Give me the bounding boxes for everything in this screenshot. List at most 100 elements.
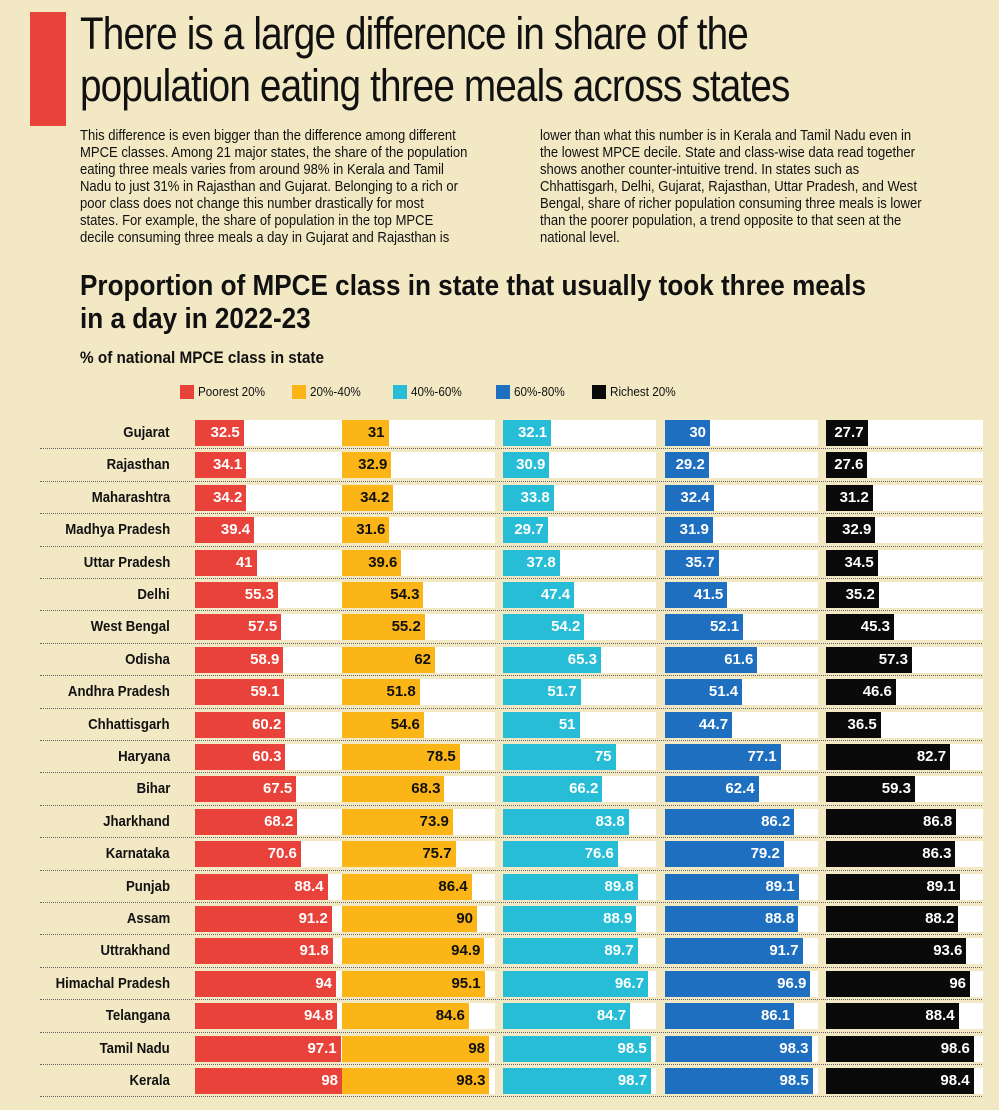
bar-value-label: 86.3: [922, 845, 952, 863]
bar: [195, 614, 282, 641]
bar: [503, 1068, 652, 1094]
bar-value-label: 66.2: [569, 780, 599, 798]
bar-value-label: 98.5: [779, 1072, 809, 1089]
body-line: shows another counter-intuitive trend. I…: [540, 162, 860, 178]
bar: [826, 484, 873, 511]
bar-value-label: 88.4: [294, 877, 324, 895]
bar-value-label: 96: [949, 974, 966, 992]
body-line: states. For example, the share of popula…: [80, 213, 434, 229]
bar-value-label: 77.1: [747, 748, 777, 765]
body-line: national level.: [540, 230, 620, 246]
body-line: Bengal, share of richer population consu…: [540, 196, 922, 212]
bar: [665, 549, 719, 576]
row-divider: [40, 934, 982, 936]
row-divider: [40, 772, 982, 774]
bar-value-label: 55.2: [391, 618, 421, 636]
bar: [503, 938, 638, 965]
bar-value-label: 54.2: [551, 618, 581, 636]
bar-value-label: 68.3: [411, 780, 441, 798]
bar: [342, 517, 390, 544]
bar: [195, 970, 336, 997]
bar: [665, 646, 758, 673]
bar-value-label: 96.9: [777, 974, 807, 992]
body-line: eating three meals varies from around 98…: [80, 162, 444, 178]
bar: [342, 970, 485, 997]
headline: There is a large difference in share of …: [80, 8, 983, 112]
bar: [195, 1068, 342, 1094]
bar: [665, 614, 744, 641]
legend-label: 20%-40%: [310, 384, 361, 399]
row-divider: [40, 448, 982, 450]
bar: [342, 744, 460, 770]
bar: [195, 582, 278, 608]
bar-value-label: 98: [321, 1072, 338, 1089]
row-divider: [40, 869, 982, 871]
bar: [826, 1003, 959, 1030]
bar-value-label: 58.9: [250, 650, 280, 668]
body-text-left: This difference is even bigger than the …: [80, 128, 517, 247]
bar: [503, 420, 552, 446]
bar-value-label: 94.9: [451, 942, 481, 960]
bar-value-label: 29.7: [514, 521, 544, 539]
legend-item: Richest 20%: [592, 384, 683, 399]
bar-value-label: 37.8: [526, 553, 556, 571]
row-divider: [40, 578, 982, 579]
row-divider: [40, 837, 982, 839]
state-label: Maharashtra: [91, 488, 170, 506]
bar-value-label: 79.2: [750, 845, 780, 863]
state-label: Telangana: [105, 1007, 170, 1025]
bar: [826, 517, 876, 544]
bar: [503, 452, 550, 479]
bar-value-label: 73.9: [419, 812, 449, 830]
state-label: Madhya Pradesh: [65, 521, 170, 539]
bar-value-label: 98.7: [617, 1072, 648, 1089]
bar: [826, 906, 959, 932]
state-label: Rajasthan: [106, 456, 170, 474]
bar-value-label: 98.5: [617, 1039, 647, 1057]
bar-value-label: 95.1: [451, 974, 481, 992]
bar-value-label: 90: [456, 910, 473, 927]
bar: [503, 517, 548, 544]
bar: [826, 808, 957, 835]
bar-value-label: 68.2: [264, 812, 294, 830]
bar: [826, 711, 881, 738]
bar-value-label: 89.1: [926, 877, 956, 895]
bar-value-label: 52.1: [709, 618, 740, 636]
row-divider: [40, 902, 982, 903]
state-label: Delhi: [137, 586, 170, 603]
headline-line-1: There is a large difference in share of …: [80, 8, 749, 59]
bar-value-label: 33.8: [520, 488, 550, 506]
bar: [342, 906, 477, 932]
bar-value-label: 31.6: [356, 521, 386, 539]
bar: [342, 452, 392, 479]
state-label: Kerala: [129, 1072, 170, 1089]
bar: [195, 420, 244, 446]
bar: [665, 970, 811, 997]
bar: [826, 1068, 974, 1094]
legend-swatch: [292, 384, 306, 399]
bar: [665, 906, 799, 932]
bar: [342, 549, 402, 576]
bar-value-label: 88.2: [925, 910, 955, 927]
bar-value-label: 98.6: [940, 1039, 970, 1057]
bar-value-label: 59.3: [881, 780, 911, 798]
bar-value-label: 91.2: [298, 910, 328, 927]
legend-swatch: [180, 384, 194, 399]
bar: [195, 1003, 338, 1030]
bar: [503, 549, 560, 576]
bar: [665, 452, 709, 479]
bar: [665, 873, 799, 900]
row-divider: [40, 1031, 982, 1033]
bar: [342, 1003, 469, 1030]
bar-value-label: 65.3: [567, 650, 597, 668]
bar: [342, 711, 424, 738]
legend-swatch: [592, 384, 606, 399]
chart-title-line-2: in a day in 2022-23: [80, 303, 311, 335]
state-label: Uttar Pradesh: [83, 553, 170, 571]
bar-value-label: 76.6: [584, 845, 614, 863]
bar: [665, 841, 784, 868]
state-label: Haryana: [117, 748, 170, 765]
bar-value-label: 32.9: [358, 456, 388, 474]
legend-item: Poorest 20%: [180, 384, 272, 399]
